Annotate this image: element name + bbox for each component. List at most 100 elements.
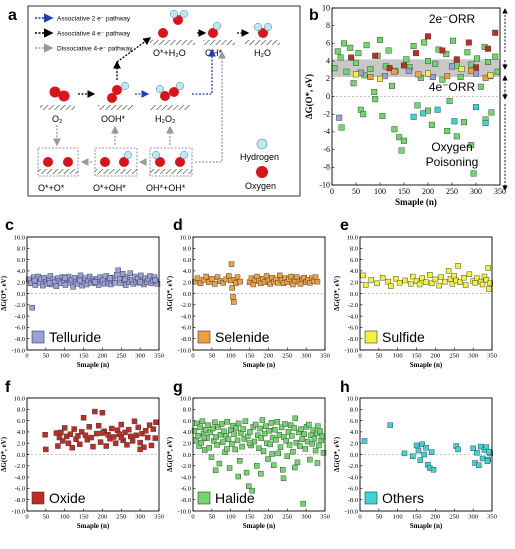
data-point [127, 433, 134, 440]
y-tick-label: -6.0 [15, 325, 25, 332]
x-tick-label: 350 [154, 514, 164, 521]
data-point [420, 110, 427, 117]
dashed-box [94, 147, 138, 177]
panel-label-d: d [173, 217, 183, 234]
data-point [234, 437, 241, 444]
data-point [266, 428, 272, 434]
y-tick-label: -8.0 [15, 497, 25, 504]
x-tick-label: 200 [431, 353, 441, 360]
oxygen-atom-icon [155, 157, 165, 167]
data-point [268, 420, 275, 426]
data-point [118, 434, 125, 441]
data-point [250, 281, 257, 288]
data-point [152, 435, 158, 441]
data-point [353, 71, 359, 78]
data-point [371, 89, 378, 96]
data-point [320, 450, 327, 456]
hydrogen-legend-icon [256, 138, 268, 150]
data-point [135, 424, 141, 431]
data-point [118, 421, 125, 428]
panel-d: d 10.0 8.0 6.0 4.0 2.0 0.0 -2.0 -4.0 -6.0 -8.0 -10… [166, 217, 330, 369]
data-point [389, 82, 395, 89]
y-tick-label: 2.0 [350, 441, 358, 448]
y-tick-label: 6.0 [350, 257, 358, 264]
data-point [246, 483, 252, 489]
legend-label: Sulfide [382, 329, 425, 345]
oxygen-atom-icon [158, 28, 168, 38]
data-point [486, 286, 492, 292]
annotation-2e-orr: 2e⁻ORR [429, 12, 476, 26]
data-point [217, 432, 224, 438]
data-point [199, 418, 206, 424]
pathway-2e-label: Associative 2 e⁻ pathway [57, 16, 131, 23]
data-point [243, 469, 250, 476]
x-tick-label: 200 [98, 353, 108, 360]
data-point [298, 426, 304, 432]
oxygen-atom-icon [112, 85, 122, 95]
data-point [385, 278, 392, 285]
data-point [147, 273, 153, 279]
y-tick-label: 0 [326, 92, 330, 101]
data-point [209, 425, 216, 432]
data-point [453, 133, 460, 140]
y-tick-label: -6.0 [348, 486, 358, 493]
data-point [270, 462, 277, 468]
data-point [439, 47, 446, 54]
hydrogen-atom-icon [179, 9, 189, 19]
data-point [449, 63, 455, 70]
legend-label: Oxide [49, 490, 86, 506]
data-point [43, 446, 49, 453]
oxygen-atom-icon [63, 157, 73, 167]
x-tick-label: 0 [358, 514, 361, 521]
x-tick-label: 100 [60, 353, 70, 360]
pathway-legend: Associative 2 e⁻ pathway Associative 4 e… [35, 13, 133, 53]
data-point [312, 447, 319, 454]
data-point [385, 47, 392, 54]
legend-swatch [31, 330, 45, 344]
legend-swatch [31, 491, 45, 505]
data-point [86, 273, 93, 280]
data-point [338, 124, 345, 131]
data-point [277, 272, 283, 279]
data-point [302, 446, 309, 452]
y-tick-label: 6.0 [17, 257, 25, 264]
data-point [282, 421, 288, 427]
data-point [348, 54, 355, 61]
data-point [299, 436, 305, 442]
data-point [201, 447, 208, 453]
data-point [53, 430, 60, 436]
y-tick-label: 10.0 [180, 395, 191, 402]
data-point [360, 272, 366, 279]
oxygen-atom-icon [208, 28, 218, 38]
data-point [372, 52, 379, 59]
data-point [232, 446, 238, 453]
data-point [195, 433, 201, 439]
oxygen-atom-icon [107, 93, 117, 103]
y-tick-label: 2.0 [17, 280, 25, 287]
y-tick-label: 8.0 [183, 246, 191, 253]
data-point [143, 428, 149, 434]
y-tick-label: 4.0 [350, 268, 358, 275]
y-tick-label: 10.0 [347, 234, 358, 241]
y-tick-label: 0.0 [17, 452, 25, 459]
data-point [449, 37, 456, 44]
x-tick-label: 200 [264, 514, 274, 521]
data-point [402, 277, 408, 284]
x-tick-label: 50 [43, 514, 50, 521]
x-tick-label: 0 [191, 514, 194, 521]
data-point [275, 280, 281, 286]
data-point [331, 65, 338, 72]
annotation-4e-orr: 4e⁻ORR [429, 80, 476, 94]
surface-icon [98, 105, 133, 110]
x-tick-label: 0 [25, 353, 28, 360]
data-point [415, 447, 422, 454]
y-tick-label: -8 [323, 163, 330, 172]
y-axis-title: ΔG(O*, eV) [304, 74, 314, 119]
plot-c: 10.0 8.0 6.0 4.0 2.0 0.0 -2.0 -4.0 -6.0 -8.0 -10.0… [0, 234, 164, 369]
y-axis-title: ΔG(O*, eV) [333, 275, 341, 311]
y-tick-label: 10.0 [14, 395, 25, 402]
y-tick-label: 0.0 [183, 291, 191, 298]
data-point [310, 427, 317, 433]
data-point [319, 433, 326, 440]
